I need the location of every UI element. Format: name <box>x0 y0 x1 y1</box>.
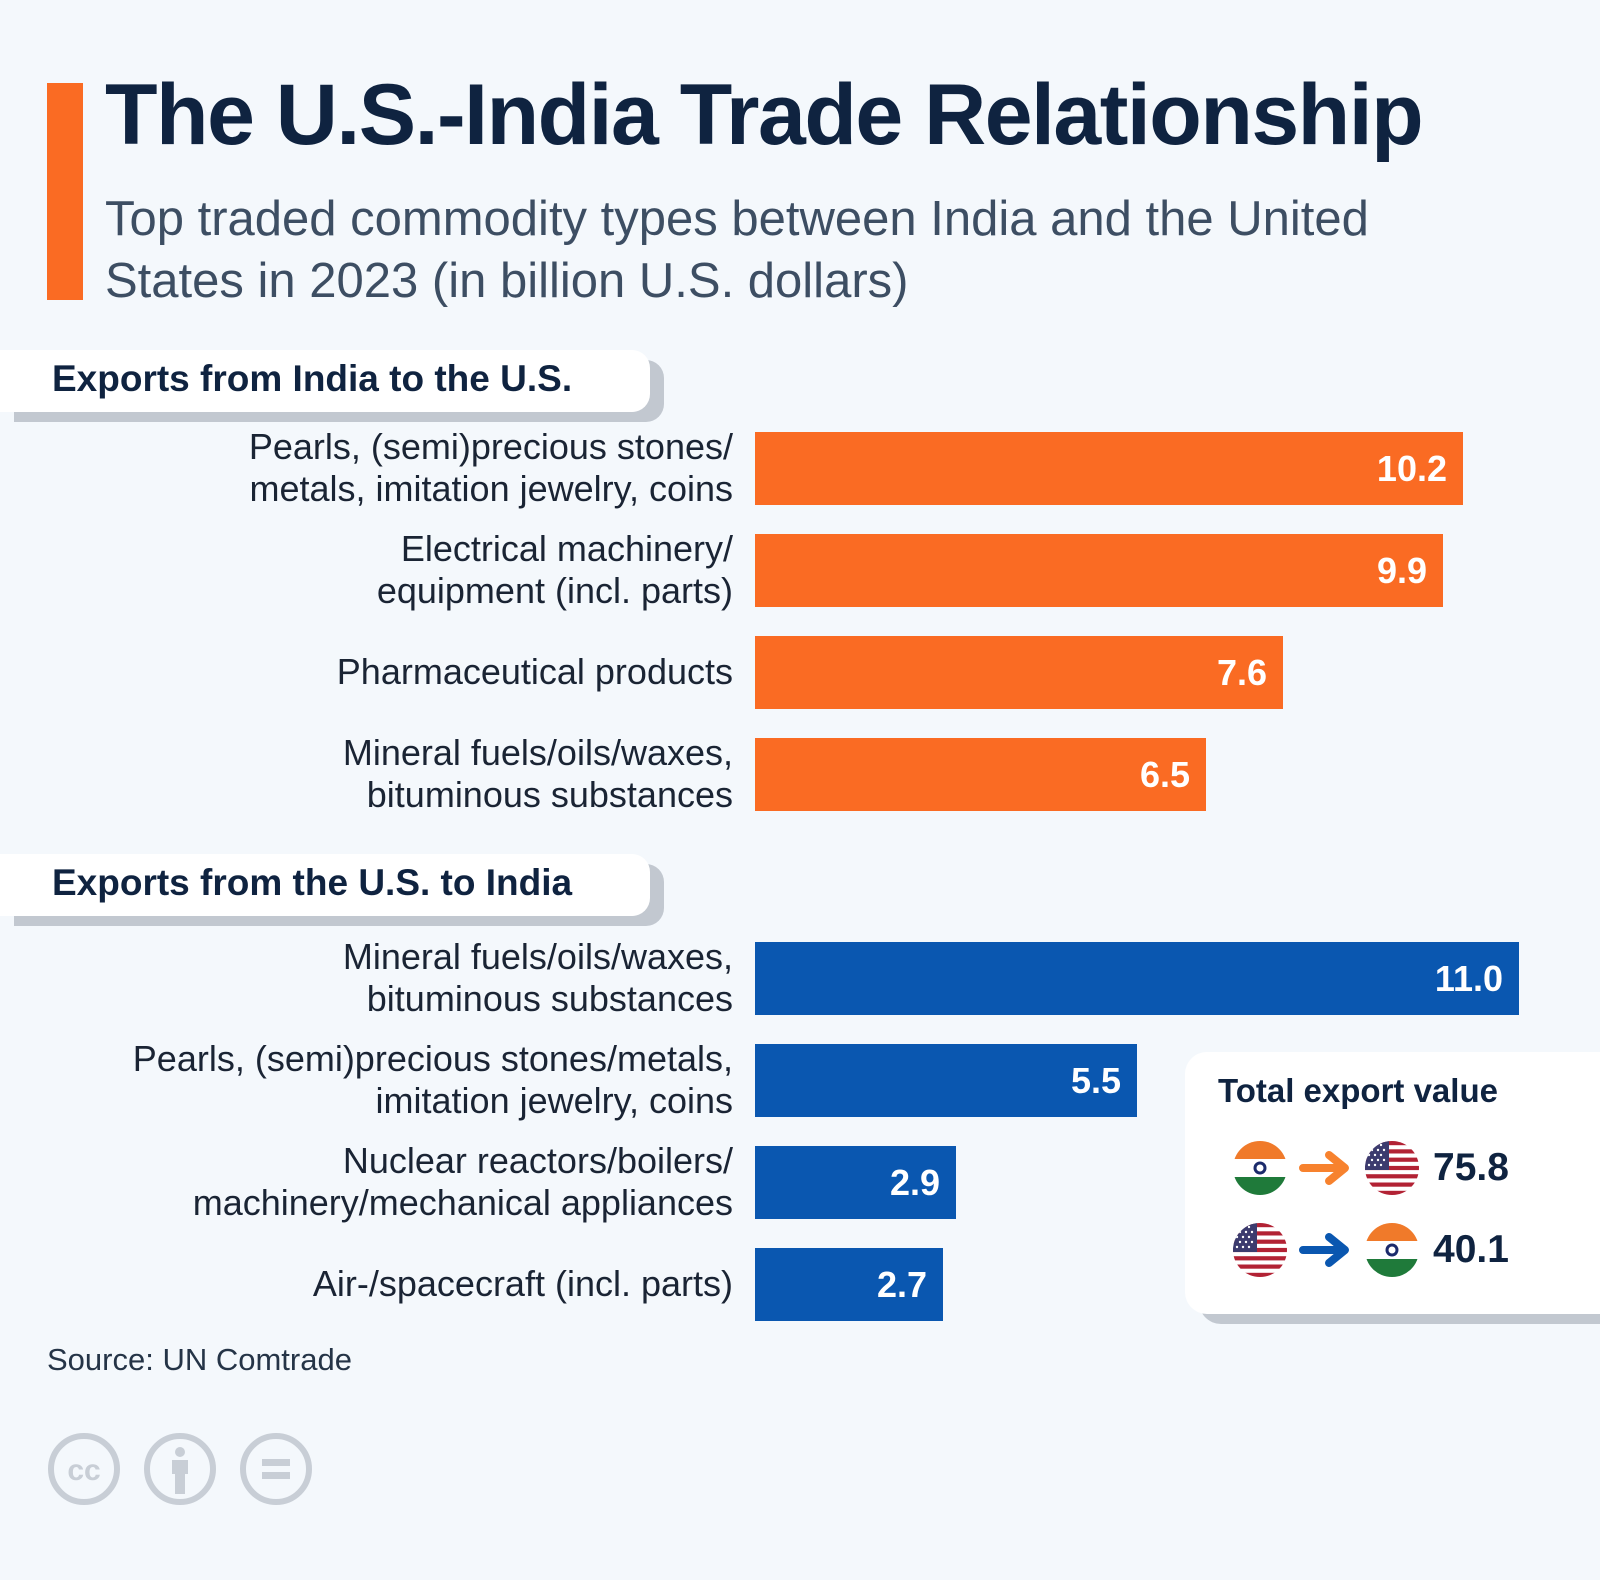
no-derivatives-icon[interactable] <box>239 1432 313 1506</box>
bar-value-label: 2.9 <box>889 1162 940 1203</box>
bar-value-label: 7.6 <box>1216 652 1267 693</box>
bar: 2.9 <box>755 1146 956 1219</box>
svg-text:cc: cc <box>67 1454 100 1487</box>
total-export-title: Total export value <box>1218 1072 1498 1109</box>
arrow-right-icon <box>1297 1230 1355 1270</box>
bar: 2.7 <box>755 1248 943 1321</box>
bar-value-label: 2.7 <box>876 1264 927 1305</box>
us-flag-icon <box>1365 1141 1419 1195</box>
category-label: Mineral fuels/oils/waxes, bituminous subs… <box>342 732 733 815</box>
bar-value-label: 9.9 <box>1376 550 1427 591</box>
section-title: Exports from the U.S. to India <box>52 862 573 903</box>
bar-value-label: 11.0 <box>1434 958 1503 999</box>
chart-subtitle: Top traded commodity types between India… <box>105 192 1369 308</box>
bar-value-label: 10.2 <box>1376 448 1447 489</box>
total-row-india-to-us: 75.8 <box>1233 1140 1509 1196</box>
us-flag-icon <box>1233 1223 1287 1277</box>
bar: 10.2 <box>755 432 1463 505</box>
chart-title: The U.S.-India Trade Relationship <box>105 67 1424 163</box>
india-flag-icon <box>1233 1141 1287 1195</box>
bar: 5.5 <box>755 1044 1137 1117</box>
india-flag-icon <box>1365 1223 1419 1277</box>
category-label: Air-/spacecraft (incl. parts) <box>312 1263 733 1304</box>
attribution-icon[interactable] <box>143 1432 217 1506</box>
category-label: Pearls, (semi)precious stones/metals, im… <box>248 426 733 509</box>
category-label: Pharmaceutical products <box>336 651 733 692</box>
bar: 11.0 <box>755 942 1519 1015</box>
bar-value-label: 5.5 <box>1070 1060 1121 1101</box>
bar: 7.6 <box>755 636 1283 709</box>
title-accent-bar <box>47 83 83 300</box>
bar: 6.5 <box>755 738 1206 811</box>
arrow-right-icon <box>1297 1148 1355 1188</box>
section-header-india-to-us: Exports from India to the U.S. <box>0 350 650 412</box>
category-label: Nuclear reactors/boilers/machinery/mecha… <box>192 1140 733 1223</box>
bar: 9.9 <box>755 534 1443 607</box>
section-title: Exports from India to the U.S. <box>52 358 573 399</box>
source-note: Source: UN Comtrade <box>47 1342 352 1377</box>
cc-icon[interactable]: cc <box>47 1432 121 1506</box>
total-row-us-to-india: 40.1 <box>1233 1222 1509 1278</box>
category-label: Pearls, (semi)precious stones/metals, imi… <box>132 1038 733 1121</box>
section-header-us-to-india: Exports from the U.S. to India <box>0 854 650 916</box>
total-value-us-to-india: 40.1 <box>1433 1228 1509 1271</box>
total-export-value-panel: Total export value 75.8 40.1 <box>1185 1052 1600 1314</box>
category-label: Mineral fuels/oils/waxes, bituminous subs… <box>342 936 733 1019</box>
total-value-india-to-us: 75.8 <box>1433 1146 1509 1189</box>
bar-value-label: 6.5 <box>1139 754 1190 795</box>
category-label: Electrical machinery/equipment (incl. pa… <box>376 528 733 611</box>
